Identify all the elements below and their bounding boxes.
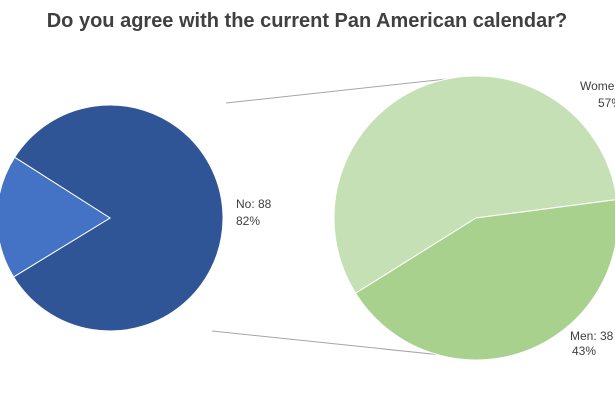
slice-label: Men: 38 <box>570 329 614 343</box>
pie-slice <box>0 156 111 278</box>
slice-value-label: 82% <box>236 214 260 228</box>
slice-value-label: 43% <box>572 344 596 358</box>
slice-label: No: 88 <box>236 197 272 211</box>
pie-slice <box>333 75 615 294</box>
slice-label: Women: 50 <box>580 79 615 93</box>
pie-slice <box>354 199 615 361</box>
slice-value-label: 57% <box>598 96 615 110</box>
pie-slice <box>12 104 224 332</box>
chart-title: Do you agree with the current Pan Americ… <box>47 10 568 32</box>
connector-line <box>225 76 466 104</box>
connector-line <box>211 330 471 359</box>
